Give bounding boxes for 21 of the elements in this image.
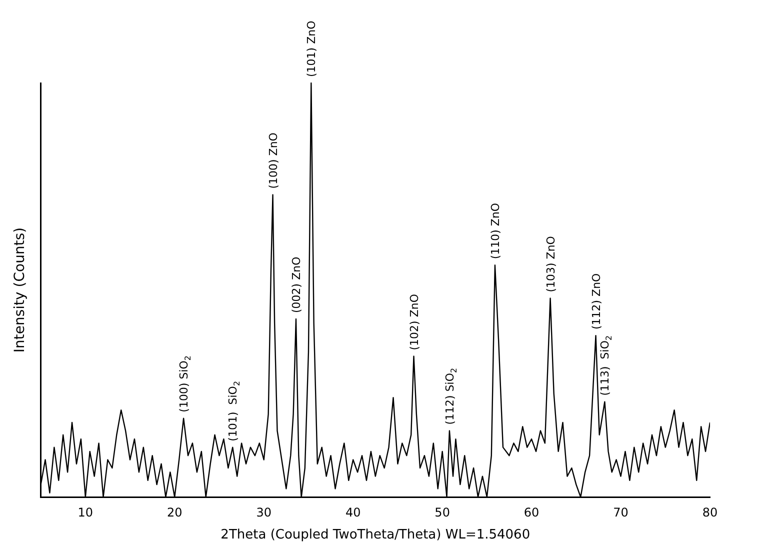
annotation: (002) ZnO <box>290 256 303 313</box>
x-tick-label: 70 <box>613 505 628 520</box>
annotation: (100) ZnO <box>266 132 280 189</box>
x-tick-label: 20 <box>167 505 182 520</box>
annotation: (112) SiO2 <box>443 368 458 425</box>
y-axis-title: Intensity (Counts) <box>12 227 28 353</box>
annotation: (103) ZnO <box>544 236 558 292</box>
x-tick-label: 30 <box>256 505 272 520</box>
annotation: (101) ZnO <box>305 20 318 77</box>
annotation: (102) ZnO <box>408 294 421 350</box>
x-tick-label: 80 <box>702 505 718 520</box>
x-tick-label: 10 <box>78 505 94 520</box>
x-tick-label: 40 <box>345 505 361 520</box>
x-tick-label: 50 <box>434 505 450 520</box>
annotation: (101) SiO2 <box>226 380 242 442</box>
annotation: (112) ZnO <box>590 272 603 330</box>
annotation: (100) SiO2 <box>178 355 193 412</box>
annotation: (110) ZnO <box>488 202 502 260</box>
x-axis-title: 2Theta (Coupled TwoTheta/Theta) WL=1.54060 <box>220 528 530 543</box>
annotation: (113) SiO2 <box>598 335 614 396</box>
x-tick-label: 60 <box>524 505 540 520</box>
